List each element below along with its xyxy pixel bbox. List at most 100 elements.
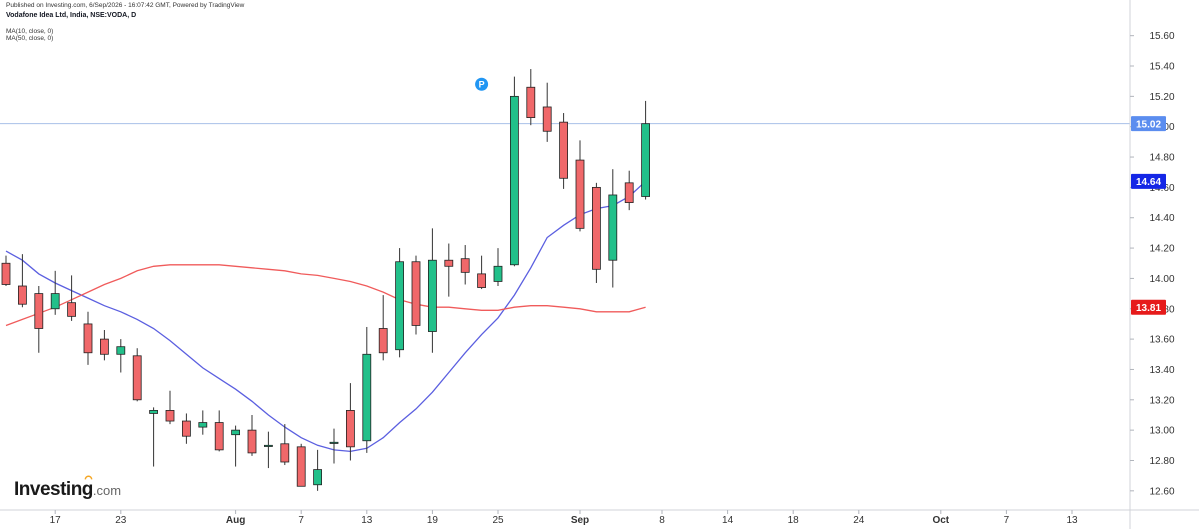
ma-slow-legend: MA(50, close, 0) <box>6 35 54 42</box>
candle-body-down <box>247 429 257 454</box>
candle <box>313 449 323 491</box>
candle-body-up <box>313 469 323 486</box>
x-tick-label: 7 <box>298 515 304 526</box>
y-tick-label: 12.80 <box>1149 456 1174 467</box>
candle <box>1 255 11 287</box>
candle-body-down <box>83 323 93 354</box>
candle-body-down <box>1 262 11 285</box>
candles: P <box>1 69 650 491</box>
candle-body-down <box>624 182 634 203</box>
x-tick-label: 24 <box>853 515 865 526</box>
candle <box>214 410 224 452</box>
y-tick-label: 14.80 <box>1149 153 1174 164</box>
candle-body-down <box>132 355 142 401</box>
y-tick-label: 15.40 <box>1149 62 1174 73</box>
candle-body-up <box>395 261 405 351</box>
ma-fast-tag-label: 14.64 <box>1136 177 1161 188</box>
published-note: Published on Investing.com, 6/Sep/2026 -… <box>6 2 245 9</box>
candle <box>427 228 437 353</box>
candle <box>395 248 405 358</box>
y-tick-label: 15.20 <box>1149 92 1174 103</box>
last-price-tag-label: 15.02 <box>1136 119 1161 130</box>
candle <box>50 270 60 315</box>
candle-body-down <box>559 121 568 179</box>
x-tick-label: 23 <box>115 515 127 526</box>
last-price-tag <box>1131 116 1166 132</box>
x-tick-label: 7 <box>1004 515 1010 526</box>
candle-body-down <box>411 261 421 326</box>
candle <box>100 330 109 361</box>
candle <box>263 431 273 469</box>
candle-body-down <box>542 106 552 132</box>
ma-fast-legend: MA(10, close, 0) <box>6 28 54 35</box>
candle <box>378 295 388 361</box>
candle <box>67 275 76 321</box>
ma-fast-line <box>5 180 647 453</box>
candle-body-up <box>362 353 372 442</box>
candle <box>477 255 487 290</box>
y-tick-label: 14.40 <box>1149 213 1174 224</box>
candle-body-down <box>17 285 27 305</box>
candle-body-down <box>345 410 355 448</box>
candle <box>181 413 191 444</box>
candle-body-down <box>165 410 175 422</box>
x-tick-label: 8 <box>659 515 665 526</box>
candle-body-down <box>280 443 290 463</box>
candle <box>575 140 585 232</box>
candle-body-up <box>427 259 437 332</box>
ma-slow-tag <box>1131 299 1166 315</box>
candle <box>116 339 126 373</box>
x-tick-label: Oct <box>932 515 949 526</box>
candle <box>280 424 290 466</box>
x-tick-label: 17 <box>50 515 62 526</box>
candle-body-down <box>378 328 388 354</box>
candle <box>247 414 257 456</box>
y-tick-label: 13.00 <box>1149 426 1174 437</box>
candle-body-down <box>34 293 44 329</box>
x-tick-label: 25 <box>492 515 504 526</box>
candle <box>165 390 175 425</box>
candle <box>132 348 142 402</box>
candle <box>17 254 27 308</box>
x-tick-label: Aug <box>226 515 245 526</box>
candle-body-up <box>198 422 208 428</box>
candle-body-down <box>444 259 454 267</box>
candle <box>509 76 519 267</box>
candle <box>296 443 306 487</box>
candle-body-up <box>509 95 519 266</box>
ma-slow-line <box>5 264 646 327</box>
candle-body-down <box>477 273 487 288</box>
candle <box>526 69 536 126</box>
y-tick-label: 13.20 <box>1149 395 1174 406</box>
candle-body-up <box>641 123 650 197</box>
logo-text: Investing <box>14 479 93 500</box>
candle <box>83 311 93 365</box>
x-tick-label: 18 <box>788 515 800 526</box>
candle-body-down <box>67 302 76 317</box>
y-tick-label: 13.40 <box>1149 365 1174 376</box>
candle-body-down <box>214 422 224 451</box>
candle-body-down <box>296 446 306 487</box>
candle-body-up <box>608 194 618 261</box>
candle <box>493 248 503 287</box>
candle <box>149 407 159 467</box>
x-tick-label: 14 <box>722 515 734 526</box>
candle-body-up <box>149 410 159 414</box>
candle <box>641 100 650 200</box>
candle <box>329 428 339 464</box>
symbol-title: Vodafone Idea Ltd, India, NSE:VODA, D <box>6 12 137 19</box>
y-tick-label: 12.60 <box>1149 486 1174 497</box>
candle <box>34 286 44 353</box>
candle-body-down <box>100 338 109 355</box>
investing-logo: Investing.com <box>14 475 122 501</box>
candle-body-up <box>116 346 126 355</box>
x-tick-label: 13 <box>1066 515 1078 526</box>
candle <box>559 113 568 189</box>
candle-body-down <box>592 186 601 270</box>
logo-suffix: .com <box>92 483 122 498</box>
candle <box>592 182 601 283</box>
ma-fast-tag <box>1131 173 1166 189</box>
candle <box>231 425 241 467</box>
x-tick-label: 13 <box>361 515 373 526</box>
